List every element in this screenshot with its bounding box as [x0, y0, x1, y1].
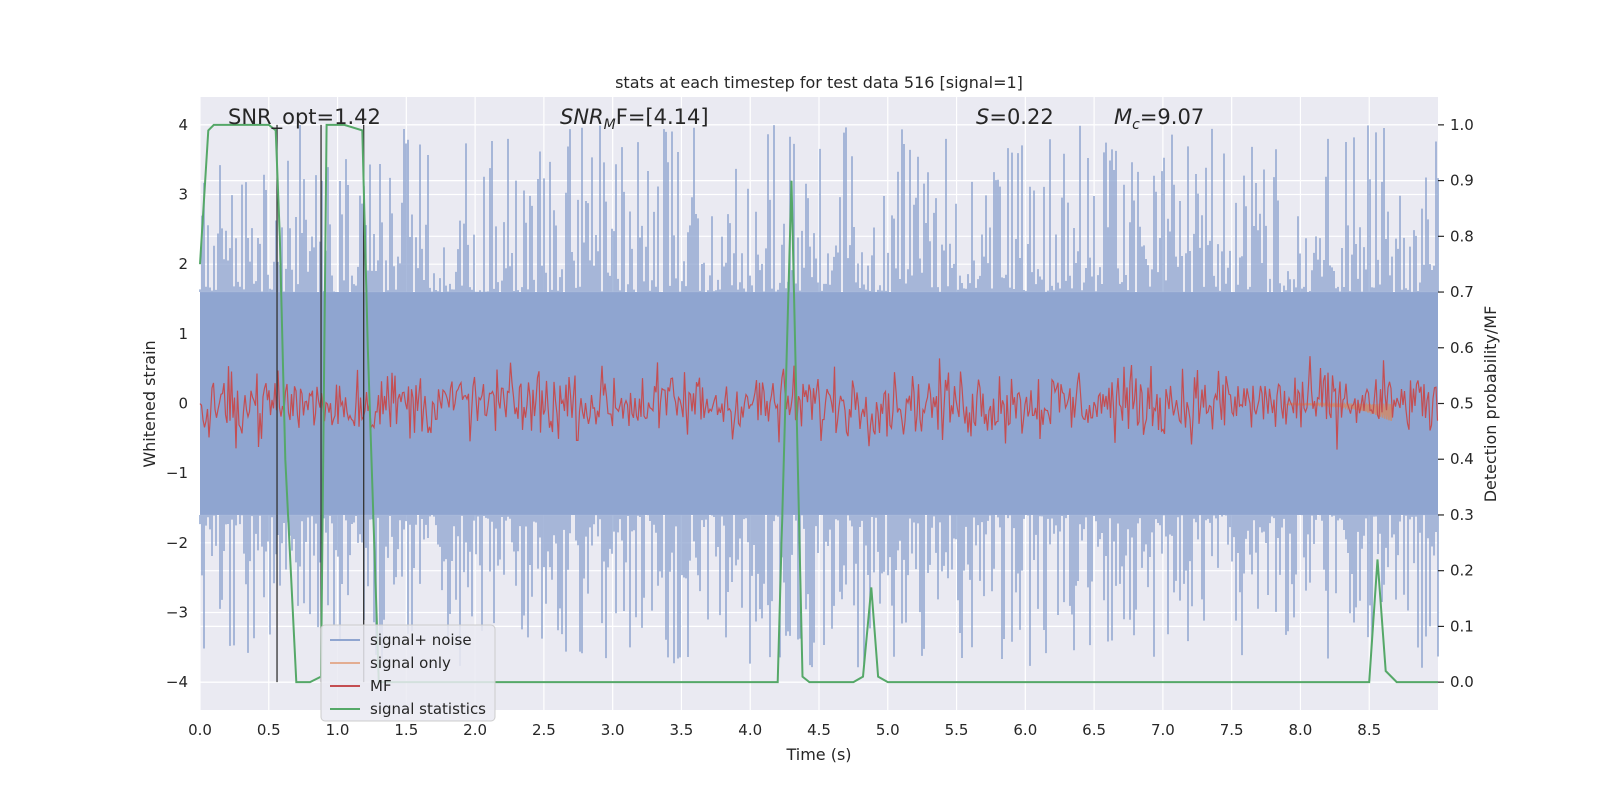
legend-label-noise: signal+ noise	[370, 631, 472, 649]
y-tick-label: −2	[166, 534, 188, 552]
legend-box	[320, 624, 496, 722]
x-tick-label: 0.0	[188, 721, 212, 739]
mc-value: =9.07	[1140, 105, 1204, 129]
snr-mf-base: SNR	[560, 105, 604, 129]
x-tick-label: 7.5	[1220, 721, 1244, 739]
y-tick-label: 2	[178, 255, 188, 273]
mf-series	[199, 356, 1439, 450]
x-tick-label: 2.5	[532, 721, 556, 739]
y2-tick-label: 0.8	[1450, 227, 1474, 245]
y-tick-label: −3	[166, 603, 188, 621]
noise-spikes-upper	[199, 124, 1439, 293]
x-tick-label: 3.5	[670, 721, 694, 739]
x-tick-label: 6.0	[1013, 721, 1037, 739]
y-tick-label: 1	[178, 325, 188, 343]
x-tick-label: 5.0	[876, 721, 900, 739]
y2-axis-label: Detection probability/MF	[1481, 306, 1500, 503]
y2-tick-label: 0.3	[1450, 506, 1474, 524]
x-tick-label: 0.5	[257, 721, 281, 739]
y2-tick-label: 0.4	[1450, 450, 1474, 468]
y2-tick-label: 0.5	[1450, 395, 1474, 413]
s-annotation: S=0.22	[976, 105, 1054, 129]
signal-statistics-line	[199, 123, 1438, 684]
x-tick-label: 4.0	[738, 721, 762, 739]
x-tick-labels: 0.0 0.5 1.0 1.5 2.0 2.5 3.0 3.5 4.0 4.5 5.0 5.5 6.0 6…	[188, 721, 1381, 739]
snr-mf-rest: F=[4.14]	[616, 105, 709, 129]
y-axis-label: Whitened strain	[140, 340, 159, 467]
x-tick-label: 2.0	[463, 721, 487, 739]
y-tick-label: 3	[178, 186, 188, 204]
x-tick-label: 4.5	[807, 721, 831, 739]
y-tick-label: 0	[178, 395, 188, 413]
x-tick-label: 8.5	[1357, 721, 1381, 739]
mf-line	[199, 356, 1439, 450]
y2-tick-label: 0.2	[1450, 562, 1474, 580]
x-tick-label: 1.5	[394, 721, 418, 739]
x-tick-label: 8.0	[1289, 721, 1313, 739]
legend-label-statistics: signal statistics	[370, 700, 486, 718]
y-tick-label: −4	[166, 673, 188, 691]
y2-tick-label: 0.6	[1450, 339, 1474, 357]
x-tick-label: 7.0	[1151, 721, 1175, 739]
x-axis-label: Time (s)	[785, 745, 851, 764]
x-tick-label: 1.0	[326, 721, 350, 739]
y2-tick-label: 0.9	[1450, 172, 1474, 190]
y2-tick-label: 1.0	[1450, 116, 1474, 134]
signal-statistics-series	[199, 123, 1438, 684]
x-tick-label: 3.0	[601, 721, 625, 739]
mc-sub: c	[1132, 117, 1140, 133]
y2-tick-label: 0.1	[1450, 617, 1474, 635]
snr-opt-annotation: SNR_opt=1.42	[228, 105, 381, 130]
y-tick-label: 4	[178, 116, 188, 134]
legend: signal+ noise signal only MF signal stat…	[320, 624, 496, 722]
s-value: =0.22	[989, 105, 1053, 129]
mc-base: M	[1114, 105, 1132, 129]
legend-label-signal-only: signal only	[370, 654, 451, 672]
mc-annotation: Mc=9.07	[1114, 105, 1204, 133]
s-label: S	[976, 105, 989, 129]
y-tick-labels: 4 3 2 1 0 −1 −2 −3 −4	[166, 116, 188, 691]
y-tick-label: −1	[166, 464, 188, 482]
legend-label-mf: MF	[370, 677, 392, 695]
x-tick-label: 6.5	[1082, 721, 1106, 739]
snr-mf-sub: M	[604, 117, 616, 133]
noise-spikes-lower	[199, 514, 1439, 668]
x-tick-label: 5.5	[945, 721, 969, 739]
y2-tick-labels: 1.0 0.9 0.8 0.7 0.6 0.5 0.4 0.3 0.2 0.1 0.0	[1438, 116, 1474, 691]
y2-tick-label: 0.0	[1450, 673, 1474, 691]
y2-tick-label: 0.7	[1450, 283, 1474, 301]
snr-mf-annotation: SNRMF=[4.14]	[560, 105, 709, 133]
chart-title: stats at each timestep for test data 516…	[615, 73, 1023, 92]
